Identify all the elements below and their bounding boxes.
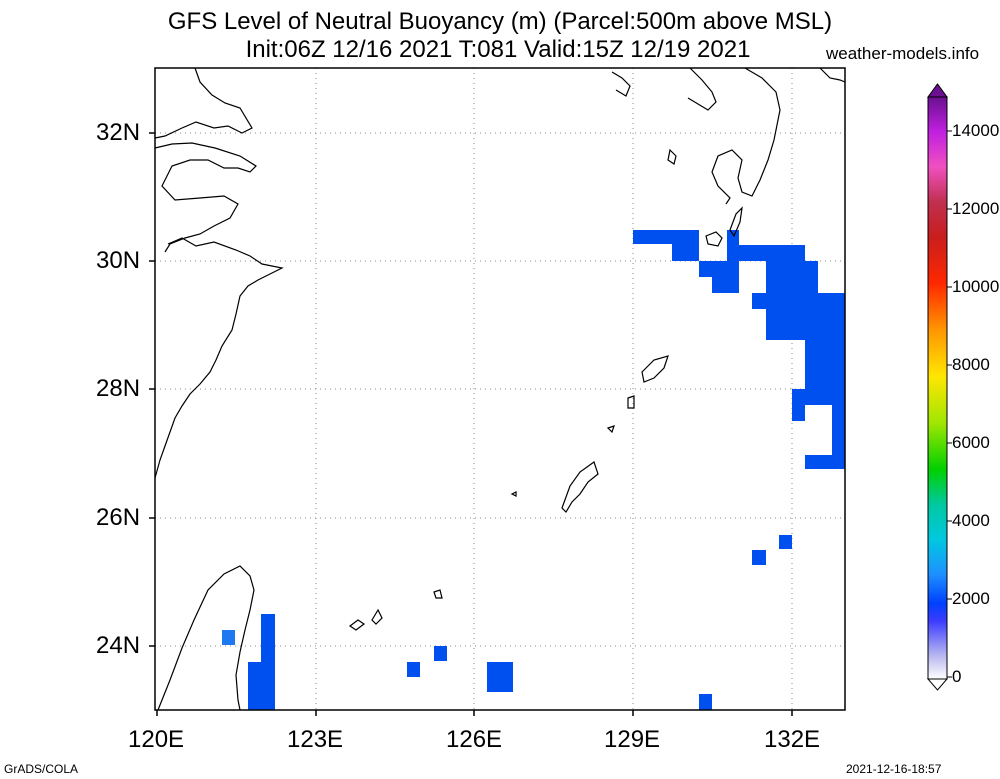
colorbar-ticks <box>947 130 952 678</box>
colorbar-label-4000: 4000 <box>952 511 990 530</box>
lon-label-132e: 132E <box>764 726 821 753</box>
lat-label-32n: 32N <box>96 119 141 146</box>
lon-label-120e: 120E <box>128 726 185 753</box>
lat-label-26n: 26N <box>96 504 141 531</box>
footer-timestamp: 2021-12-16-18:57 <box>846 762 942 776</box>
axis-ticks <box>149 132 793 716</box>
colorbar-label-14000: 14000 <box>952 121 1000 140</box>
colorbar-label-0: 0 <box>952 667 962 686</box>
lon-label-123e: 123E <box>287 726 344 753</box>
colorbar <box>927 96 948 680</box>
lat-label-28n: 28N <box>96 375 141 402</box>
lnb-fill-light-cell <box>222 630 235 645</box>
colorbar-label-2000: 2000 <box>952 589 990 608</box>
lnb-fill-cells <box>248 230 845 710</box>
colorbar-label-8000: 8000 <box>952 355 990 374</box>
site-label: weather-models.info <box>826 44 980 63</box>
footer-software-label: GrADS/COLA <box>4 762 79 776</box>
lon-label-129e: 129E <box>604 726 661 753</box>
colorbar-label-12000: 12000 <box>952 199 1000 218</box>
colorbar-label-6000: 6000 <box>952 433 990 452</box>
colorbar-top-arrow <box>927 83 948 98</box>
coastlines <box>154 67 846 711</box>
colorbar-bottom-arrow <box>926 678 949 691</box>
chart-title: GFS Level of Neutral Buoyancy (m) (Parce… <box>167 8 833 35</box>
chart-subtitle: Init:06Z 12/16 2021 T:081 Valid:15Z 12/1… <box>245 36 751 63</box>
lon-label-126e: 126E <box>446 726 503 753</box>
colorbar-label-10000: 10000 <box>952 277 1000 296</box>
lat-label-30n: 30N <box>96 247 141 274</box>
lat-label-24n: 24N <box>96 632 141 659</box>
